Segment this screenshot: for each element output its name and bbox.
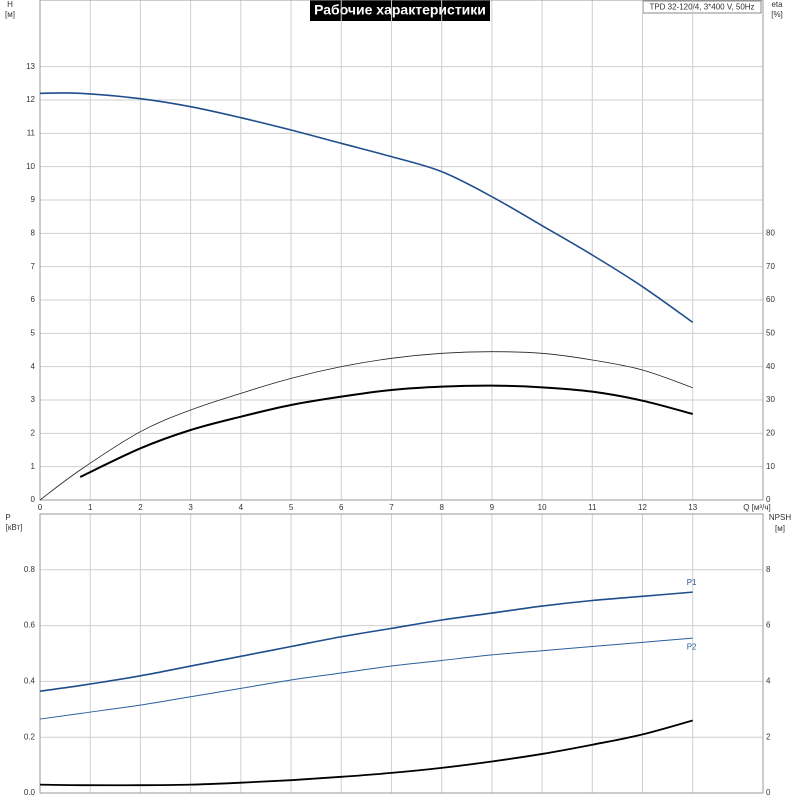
chart-title: Рабочие характеристики [314,2,486,18]
y2-tick-label: 4 [766,677,771,686]
title-box [310,0,490,21]
y-tick-label: 6 [31,295,36,304]
y2-tick-label: 10 [766,462,775,471]
y2-unit: [%] [771,10,783,19]
y2-tick-label: 6 [766,621,771,630]
y2-tick-label: 2 [766,732,771,741]
x-tick-label: 4 [239,503,244,512]
y2-tick-label: 20 [766,428,775,437]
x-tick-label: 10 [538,503,547,512]
x-tick-label: 6 [339,503,344,512]
x-tick-label: 9 [490,503,495,512]
curve-label: P1 [687,578,697,587]
y-label: P [5,513,10,522]
y-tick-label: 4 [31,362,36,371]
y-tick-label: 8 [31,228,36,237]
y2-label: NPSH [769,513,791,522]
y-tick-label: 2 [31,428,36,437]
curve [39,351,693,501]
y-tick-label: 0.2 [24,732,36,741]
curve [39,591,693,692]
x-tick-label: 3 [188,503,193,512]
x-tick-label: 2 [138,503,143,512]
y-unit: [кВт] [6,523,23,532]
y-tick-label: 3 [31,395,36,404]
y-tick-label: 7 [31,262,36,271]
curve [79,384,693,478]
y-tick-label: 0.4 [24,677,36,686]
y2-label: eta [771,0,783,9]
x-tick-label: 7 [389,503,394,512]
plot-frame [39,0,764,501]
plot-frame [39,513,764,794]
y-tick-label: 5 [31,328,36,337]
y-tick-label: 13 [26,62,35,71]
curve-label: P2 [687,642,697,651]
x-tick-label: 13 [688,503,697,512]
x-tick-label: 8 [439,503,444,512]
y-tick-label: 0.8 [24,565,36,574]
y-label: H [7,0,13,9]
curve [39,92,694,323]
y-tick-label: 0 [31,495,36,504]
y-tick-label: 11 [27,128,36,137]
y-tick-label: 1 [31,462,36,471]
curve [39,719,693,787]
y-tick-label: 9 [31,195,36,204]
y2-tick-label: 8 [766,565,771,574]
y2-tick-label: 0 [766,495,771,504]
x-tick-label: 1 [88,503,93,512]
y2-tick-label: 0 [766,788,771,797]
y-tick-label: 12 [26,95,35,104]
y2-tick-label: 40 [766,362,775,371]
info-text: TPD 32-120/4, 3*400 V, 50Hz [649,3,754,12]
y2-tick-label: 30 [766,395,775,404]
y-unit: [м] [5,10,15,19]
y2-tick-label: 70 [766,262,775,271]
y-tick-label: 10 [26,162,35,171]
x-tick-label: 11 [588,503,597,512]
y2-tick-label: 50 [766,328,775,337]
y2-unit: [м] [775,524,785,533]
x-tick-label: 5 [289,503,294,512]
y2-tick-label: 80 [766,228,775,237]
y2-tick-label: 60 [766,295,775,304]
curve [39,637,693,720]
x-tick-label: 12 [638,503,647,512]
x-tick-label: 0 [38,503,43,512]
y-tick-label: 0.0 [24,788,36,797]
y-tick-label: 0.6 [24,621,36,630]
x-label: Q [м³/ч] [743,503,770,512]
